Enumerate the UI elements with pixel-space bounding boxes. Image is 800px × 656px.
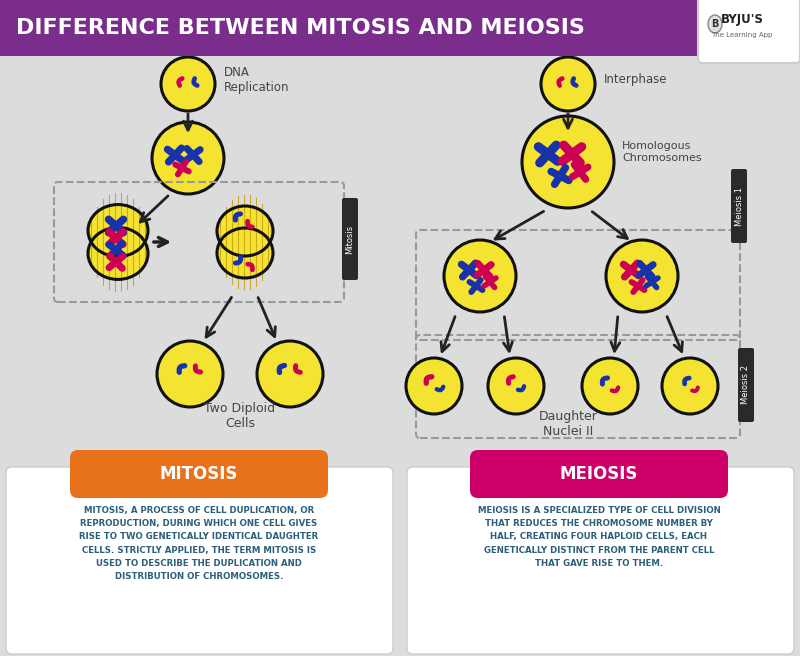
FancyBboxPatch shape bbox=[6, 467, 393, 654]
Text: DIFFERENCE BETWEEN MITOSIS AND MEIOSIS: DIFFERENCE BETWEEN MITOSIS AND MEIOSIS bbox=[16, 18, 585, 38]
Ellipse shape bbox=[582, 358, 638, 414]
Ellipse shape bbox=[488, 358, 544, 414]
Ellipse shape bbox=[444, 240, 516, 312]
Ellipse shape bbox=[541, 57, 595, 111]
Ellipse shape bbox=[152, 122, 224, 194]
Ellipse shape bbox=[217, 206, 273, 256]
FancyBboxPatch shape bbox=[407, 467, 794, 654]
Text: Interphase: Interphase bbox=[604, 73, 667, 87]
Ellipse shape bbox=[662, 358, 718, 414]
Text: Daughter
Nuclei II: Daughter Nuclei II bbox=[538, 410, 598, 438]
Ellipse shape bbox=[88, 228, 148, 279]
Ellipse shape bbox=[88, 205, 148, 256]
Ellipse shape bbox=[522, 116, 614, 208]
Text: Meiosis 2: Meiosis 2 bbox=[742, 365, 750, 405]
Bar bbox=[0, 0, 800, 56]
Ellipse shape bbox=[708, 15, 722, 33]
FancyBboxPatch shape bbox=[738, 348, 754, 422]
Text: Two Diploid
Cells: Two Diploid Cells bbox=[205, 402, 275, 430]
Ellipse shape bbox=[217, 228, 273, 278]
FancyBboxPatch shape bbox=[0, 0, 710, 56]
Text: MEIOSIS IS A SPECIALIZED TYPE OF CELL DIVISION
THAT REDUCES THE CHROMOSOME NUMBE: MEIOSIS IS A SPECIALIZED TYPE OF CELL DI… bbox=[478, 506, 720, 568]
Text: DNA
Replication: DNA Replication bbox=[224, 66, 290, 94]
FancyBboxPatch shape bbox=[731, 169, 747, 243]
Text: Mitosis: Mitosis bbox=[346, 224, 354, 254]
Text: MEIOSIS: MEIOSIS bbox=[560, 465, 638, 483]
Text: MITOSIS, A PROCESS OF CELL DUPLICATION, OR
REPRODUCTION, DURING WHICH ONE CELL G: MITOSIS, A PROCESS OF CELL DUPLICATION, … bbox=[79, 506, 318, 581]
FancyBboxPatch shape bbox=[70, 450, 328, 498]
Ellipse shape bbox=[257, 341, 323, 407]
Ellipse shape bbox=[406, 358, 462, 414]
FancyBboxPatch shape bbox=[342, 198, 358, 280]
Ellipse shape bbox=[161, 57, 215, 111]
FancyBboxPatch shape bbox=[698, 0, 800, 63]
FancyBboxPatch shape bbox=[470, 450, 728, 498]
Text: The Learning App: The Learning App bbox=[711, 32, 773, 38]
Text: Meiosis 1: Meiosis 1 bbox=[734, 186, 743, 226]
Text: B: B bbox=[711, 19, 718, 29]
Text: MITOSIS: MITOSIS bbox=[160, 465, 238, 483]
Ellipse shape bbox=[606, 240, 678, 312]
Text: Homologous
Chromosomes: Homologous Chromosomes bbox=[622, 141, 702, 163]
Ellipse shape bbox=[157, 341, 223, 407]
Text: BYJU'S: BYJU'S bbox=[721, 12, 763, 26]
